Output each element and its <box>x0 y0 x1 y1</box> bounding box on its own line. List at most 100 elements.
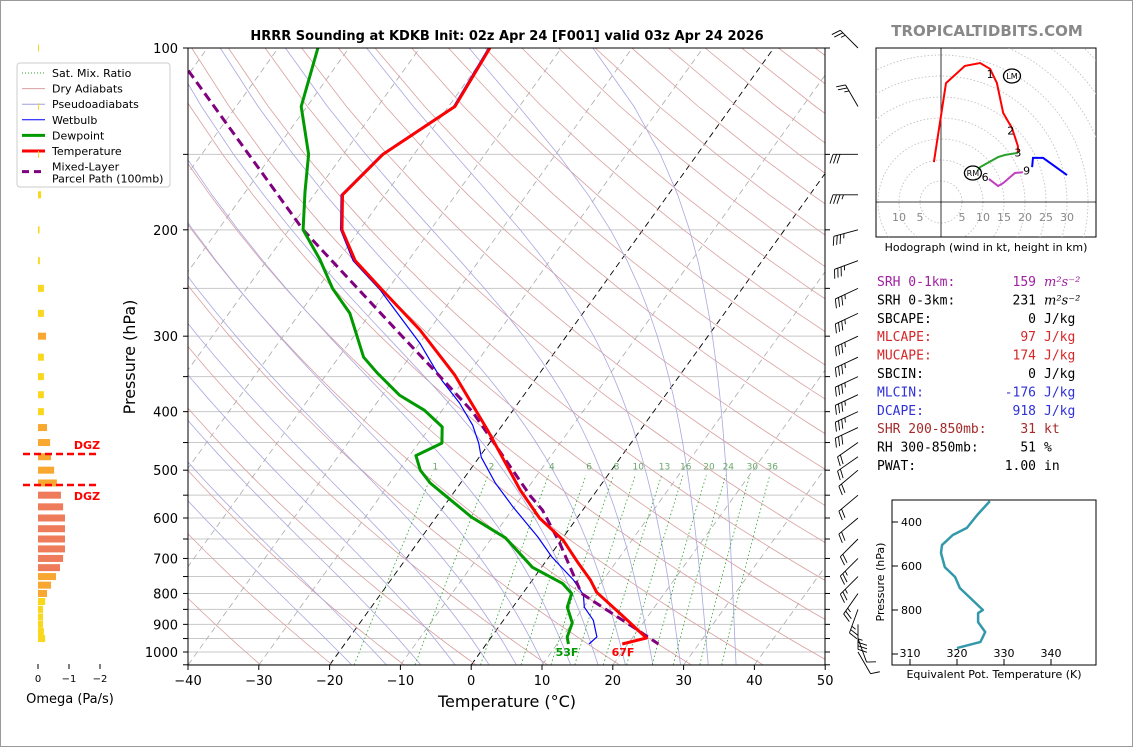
y-tick-label: 600 <box>153 512 178 527</box>
hodograph-height-label: 6 <box>982 171 989 184</box>
omega-bar <box>38 479 57 487</box>
hodograph-segment-9-12km <box>1031 156 1068 176</box>
dry-adiabat-line <box>188 597 261 665</box>
wind-barb <box>836 84 859 107</box>
surface-dewpoint-label: 53F <box>556 646 579 659</box>
mixing-ratio-label: 13 <box>659 462 670 472</box>
hodograph-height-label: 2 <box>1007 125 1014 138</box>
stat-unit: m²s⁻² <box>1044 293 1080 308</box>
wind-barb-stem <box>835 335 859 348</box>
wind-barb-flag <box>829 194 834 204</box>
wind-barb <box>839 576 859 603</box>
dry-adiabat-line <box>521 48 825 300</box>
isotherm-line <box>188 48 633 665</box>
wind-barb-flag <box>831 29 841 35</box>
y-tick-label: 1000 <box>145 646 178 661</box>
wind-barb-half-flag <box>844 589 848 594</box>
mixing-ratio-label: 24 <box>723 462 735 472</box>
wind-barb-flag <box>841 384 844 394</box>
series-dewpoint-line <box>299 48 574 645</box>
mixing-ratio-label: 36 <box>767 462 779 472</box>
stat-unit: J/kg <box>1044 330 1075 345</box>
chart-title: HRRR Sounding at KDKB Init: 02z Apr 24 [… <box>250 29 763 44</box>
mixing-ratio-line <box>520 475 587 665</box>
omega-bar <box>38 581 52 589</box>
stat-value: 918 <box>1013 404 1036 419</box>
wind-barb-stem <box>835 427 859 439</box>
wind-barb <box>839 558 859 585</box>
wind-barb <box>834 427 859 448</box>
wind-barb-flag <box>841 364 844 375</box>
wind-barb-stem <box>845 84 859 107</box>
stat-label: RH 300-850mb: <box>877 441 979 456</box>
mixing-ratio-line <box>480 475 549 665</box>
mixing-ratio-label: 30 <box>747 462 759 472</box>
wind-barb-flag <box>834 387 837 397</box>
mixing-ratio-line <box>603 475 662 665</box>
omega-bar <box>38 589 47 597</box>
dry-adiabat-line <box>188 345 548 665</box>
wind-barb-half-flag <box>840 34 846 38</box>
omega-bar <box>38 103 39 111</box>
wind-barb-flag <box>841 320 844 331</box>
dgz-label: DGZ <box>74 439 100 452</box>
isotherm-line <box>400 74 825 665</box>
wind-barb-half-flag <box>847 607 851 613</box>
wind-barb-flag <box>833 154 837 164</box>
skewt-plot-frame <box>187 47 826 666</box>
omega-bar <box>38 620 43 628</box>
mixing-ratio-line <box>721 475 771 665</box>
wind-barb-flag <box>837 470 841 481</box>
legend: Sat. Mix. Ratio Dry Adiabats Pseudoadiabat… <box>16 62 171 188</box>
wind-barb-stem <box>837 442 859 458</box>
stat-value: 97 <box>1020 330 1036 345</box>
omega-bar <box>38 257 40 265</box>
wind-barb-flag <box>838 297 841 307</box>
wind-barb-flag <box>834 32 843 38</box>
pseudoadiabat-line <box>188 419 422 665</box>
omega-bar <box>38 453 52 461</box>
wind-barb-half-flag <box>844 417 846 423</box>
stat-label: MLCAPE: <box>877 330 932 345</box>
hodograph-tick-label: 5 <box>959 211 966 224</box>
wind-barb-flag <box>838 385 841 396</box>
omega-bar <box>38 191 42 199</box>
wind-barb-flag <box>838 436 841 447</box>
wind-barb-flag <box>841 402 844 412</box>
hodograph-segment-6-9km <box>988 171 1023 188</box>
stat-label: DCAPE: <box>877 404 924 419</box>
omega-bar <box>38 332 47 340</box>
omega-tick-label: −1 <box>62 674 77 685</box>
wind-barb <box>834 287 859 309</box>
wind-barb <box>834 394 859 415</box>
hodograph-tick-label: 25 <box>1039 211 1053 224</box>
wind-barb-stem <box>840 576 859 595</box>
series-temperature-line <box>340 48 648 646</box>
wind-barb <box>834 312 859 334</box>
legend-label: Pseudoadiabats <box>52 98 139 111</box>
theta-e-plot <box>939 500 991 650</box>
hodograph-height-label: 3 <box>1014 146 1021 159</box>
wind-barbs <box>829 29 880 675</box>
pseudoadiabat-line <box>188 275 517 665</box>
omega-bar <box>38 613 43 621</box>
stat-value: -176 <box>1005 385 1036 400</box>
omega-bar <box>38 554 64 562</box>
wind-barb-flag <box>838 533 843 544</box>
y-tick-label: 700 <box>153 552 178 567</box>
wind-barb-flag <box>836 235 838 245</box>
wind-barb-flag <box>838 403 841 414</box>
stat-unit: kt <box>1044 422 1060 437</box>
pseudoadiabat-line <box>285 48 654 665</box>
wind-barb-flag <box>842 554 848 563</box>
isotherm-line <box>329 48 775 665</box>
wind-barb-flag <box>841 419 844 429</box>
x-tick-label: 20 <box>605 674 622 689</box>
wind-barb-stem <box>835 312 859 325</box>
wind-barb-stem <box>835 356 859 369</box>
theta-e-panel: 310 320 330 340 400 600 800 <box>891 499 1097 666</box>
mixing-ratio-label: 2 <box>489 462 495 472</box>
mixing-ratio-line <box>673 475 727 665</box>
wind-barb-half-flag <box>844 319 846 325</box>
